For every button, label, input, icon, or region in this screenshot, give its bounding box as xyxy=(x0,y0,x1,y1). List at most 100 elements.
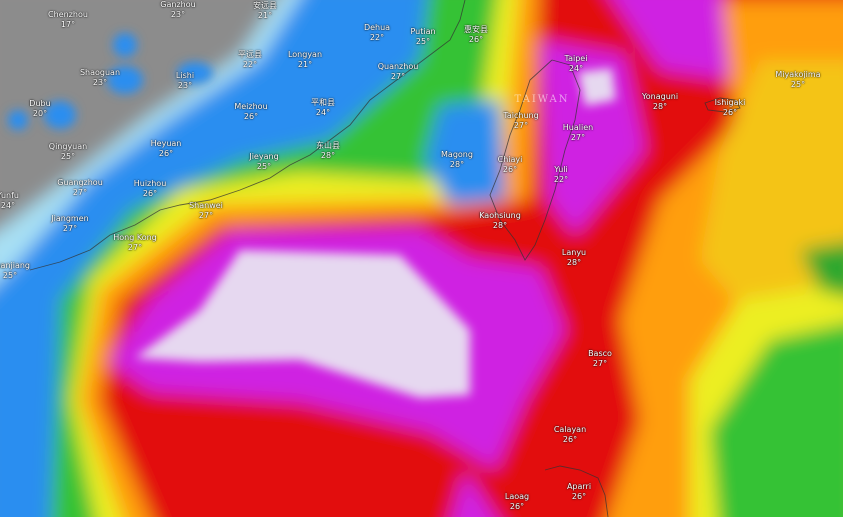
city-name: 惠安县 xyxy=(464,25,488,34)
city-temperature: 27° xyxy=(513,121,529,130)
city-label[interactable]: Putian 25° xyxy=(410,27,435,47)
city-temperature: 25° xyxy=(790,80,806,89)
city-label[interactable]: Jiangmen 27° xyxy=(51,214,88,234)
city-temperature: 25° xyxy=(60,152,76,161)
city-temperature: 24° xyxy=(315,108,331,117)
city-temperature: 27° xyxy=(62,224,78,233)
city-temperature: 26° xyxy=(509,502,525,511)
city-label[interactable]: Jieyang 25° xyxy=(249,152,278,172)
city-temperature: 27° xyxy=(72,188,88,197)
city-name: Kaohsiung xyxy=(479,211,521,220)
city-label[interactable]: Chenzhou 17° xyxy=(48,10,88,30)
city-name: 平和县 xyxy=(311,98,335,107)
city-label[interactable]: 安远县 21° xyxy=(253,1,277,21)
city-label[interactable]: Yunfu24° xyxy=(0,191,19,211)
city-name: Chenzhou xyxy=(48,10,88,19)
city-label[interactable]: Calayan 26° xyxy=(554,425,586,445)
city-label[interactable]: Quanzhou 27° xyxy=(378,62,419,82)
city-name: Taipei xyxy=(564,54,588,63)
city-label[interactable]: Ganzhou 23° xyxy=(160,0,195,20)
city-temperature: 27° xyxy=(592,359,608,368)
city-label[interactable]: 平远县 22° xyxy=(238,50,262,70)
city-label[interactable]: Zhanjiang25° xyxy=(0,261,30,281)
city-temperature: 21° xyxy=(257,11,273,20)
city-name: 平远县 xyxy=(238,50,262,59)
city-label[interactable]: 东山县 28° xyxy=(316,141,340,161)
city-label[interactable]: Yuli 22° xyxy=(554,165,568,185)
city-temperature: 22° xyxy=(242,60,258,69)
city-label[interactable]: Kaohsiung 28° xyxy=(479,211,521,231)
city-label[interactable]: Shaoguan 23° xyxy=(80,68,120,88)
city-temperature: 28° xyxy=(566,258,582,267)
city-name: Huizhou xyxy=(133,179,167,188)
city-label[interactable]: Chiayi 26° xyxy=(498,155,523,175)
city-label[interactable]: Longyan 21° xyxy=(288,50,322,70)
city-temperature: 23° xyxy=(170,10,186,19)
city-label[interactable]: Ishigaki 26° xyxy=(715,98,746,118)
city-name: Hualien xyxy=(562,123,594,132)
city-name: Taichung xyxy=(503,111,539,120)
city-label[interactable]: Magong 28° xyxy=(441,150,473,170)
city-name: Guangzhou xyxy=(57,178,103,187)
city-label[interactable]: Guangzhou 27° xyxy=(57,178,103,198)
city-label[interactable]: Hualien 27° xyxy=(563,123,593,143)
city-temperature: 25° xyxy=(2,271,18,280)
city-name: Longyan xyxy=(287,50,323,59)
region-label-taiwan: TAIWAN xyxy=(514,94,570,105)
city-temperature: 26° xyxy=(722,108,738,117)
city-name: Quanzhou xyxy=(377,62,419,71)
city-name: Putian xyxy=(410,27,436,36)
city-name: Laoag xyxy=(504,492,530,501)
city-label[interactable]: Taichung 27° xyxy=(503,111,538,131)
city-label[interactable]: Dubu 20° xyxy=(29,99,50,119)
city-temperature: 26° xyxy=(562,435,578,444)
city-name: Hong Kong xyxy=(113,233,157,242)
city-temperature: 22° xyxy=(553,175,569,184)
city-label[interactable]: Laoag 26° xyxy=(505,492,529,512)
city-name: Lishi xyxy=(175,71,195,80)
city-temperature: 25° xyxy=(415,37,431,46)
city-temperature: 27° xyxy=(390,72,406,81)
city-temperature: 27° xyxy=(198,211,214,220)
city-temperature: 26° xyxy=(468,35,484,44)
city-name: Heyuan xyxy=(150,139,182,148)
city-label[interactable]: 平和县 24° xyxy=(311,98,335,118)
city-label[interactable]: Hong Kong 27° xyxy=(113,233,157,253)
city-name: Shanwei xyxy=(189,201,223,210)
city-temperature: 26° xyxy=(243,112,259,121)
city-name: Meizhou xyxy=(234,102,268,111)
city-label[interactable]: Meizhou 26° xyxy=(234,102,267,122)
city-name: Dehua xyxy=(363,23,391,32)
city-label[interactable]: Shanwei 27° xyxy=(189,201,223,221)
city-label[interactable]: Heyuan 26° xyxy=(151,139,182,159)
city-label[interactable]: Taipei 24° xyxy=(565,54,588,74)
city-label[interactable]: Qingyuan 25° xyxy=(49,142,87,162)
city-label[interactable]: Huizhou 26° xyxy=(134,179,167,199)
city-name: Jiangmen xyxy=(51,214,89,223)
city-temperature: 27° xyxy=(127,243,143,252)
city-temperature: 22° xyxy=(369,33,385,42)
city-temperature: 27° xyxy=(570,133,586,142)
city-name: Jieyang xyxy=(249,152,279,161)
city-temperature: 23° xyxy=(177,81,193,90)
city-name: Miyakojima xyxy=(775,70,821,79)
city-label[interactable]: Dehua 22° xyxy=(364,23,390,43)
city-name: 东山县 xyxy=(316,141,340,150)
city-label[interactable]: Aparri 26° xyxy=(567,482,591,502)
city-label[interactable]: 惠安县 26° xyxy=(464,25,488,45)
city-label[interactable]: Basco 27° xyxy=(588,349,612,369)
city-label[interactable]: Miyakojima 25° xyxy=(775,70,820,90)
city-label[interactable]: Yonaguni 28° xyxy=(642,92,678,112)
city-name: Qingyuan xyxy=(48,142,88,151)
city-name: Yunfu xyxy=(0,191,19,200)
city-temperature: 28° xyxy=(492,221,508,230)
city-name: Basco xyxy=(588,349,612,358)
city-name: Calayan xyxy=(553,425,587,434)
city-name: Aparri xyxy=(566,482,592,491)
city-label[interactable]: Lishi 23° xyxy=(176,71,194,91)
city-label[interactable]: Lanyu 28° xyxy=(562,248,586,268)
city-temperature: 26° xyxy=(142,189,158,198)
city-temperature: 17° xyxy=(60,20,76,29)
